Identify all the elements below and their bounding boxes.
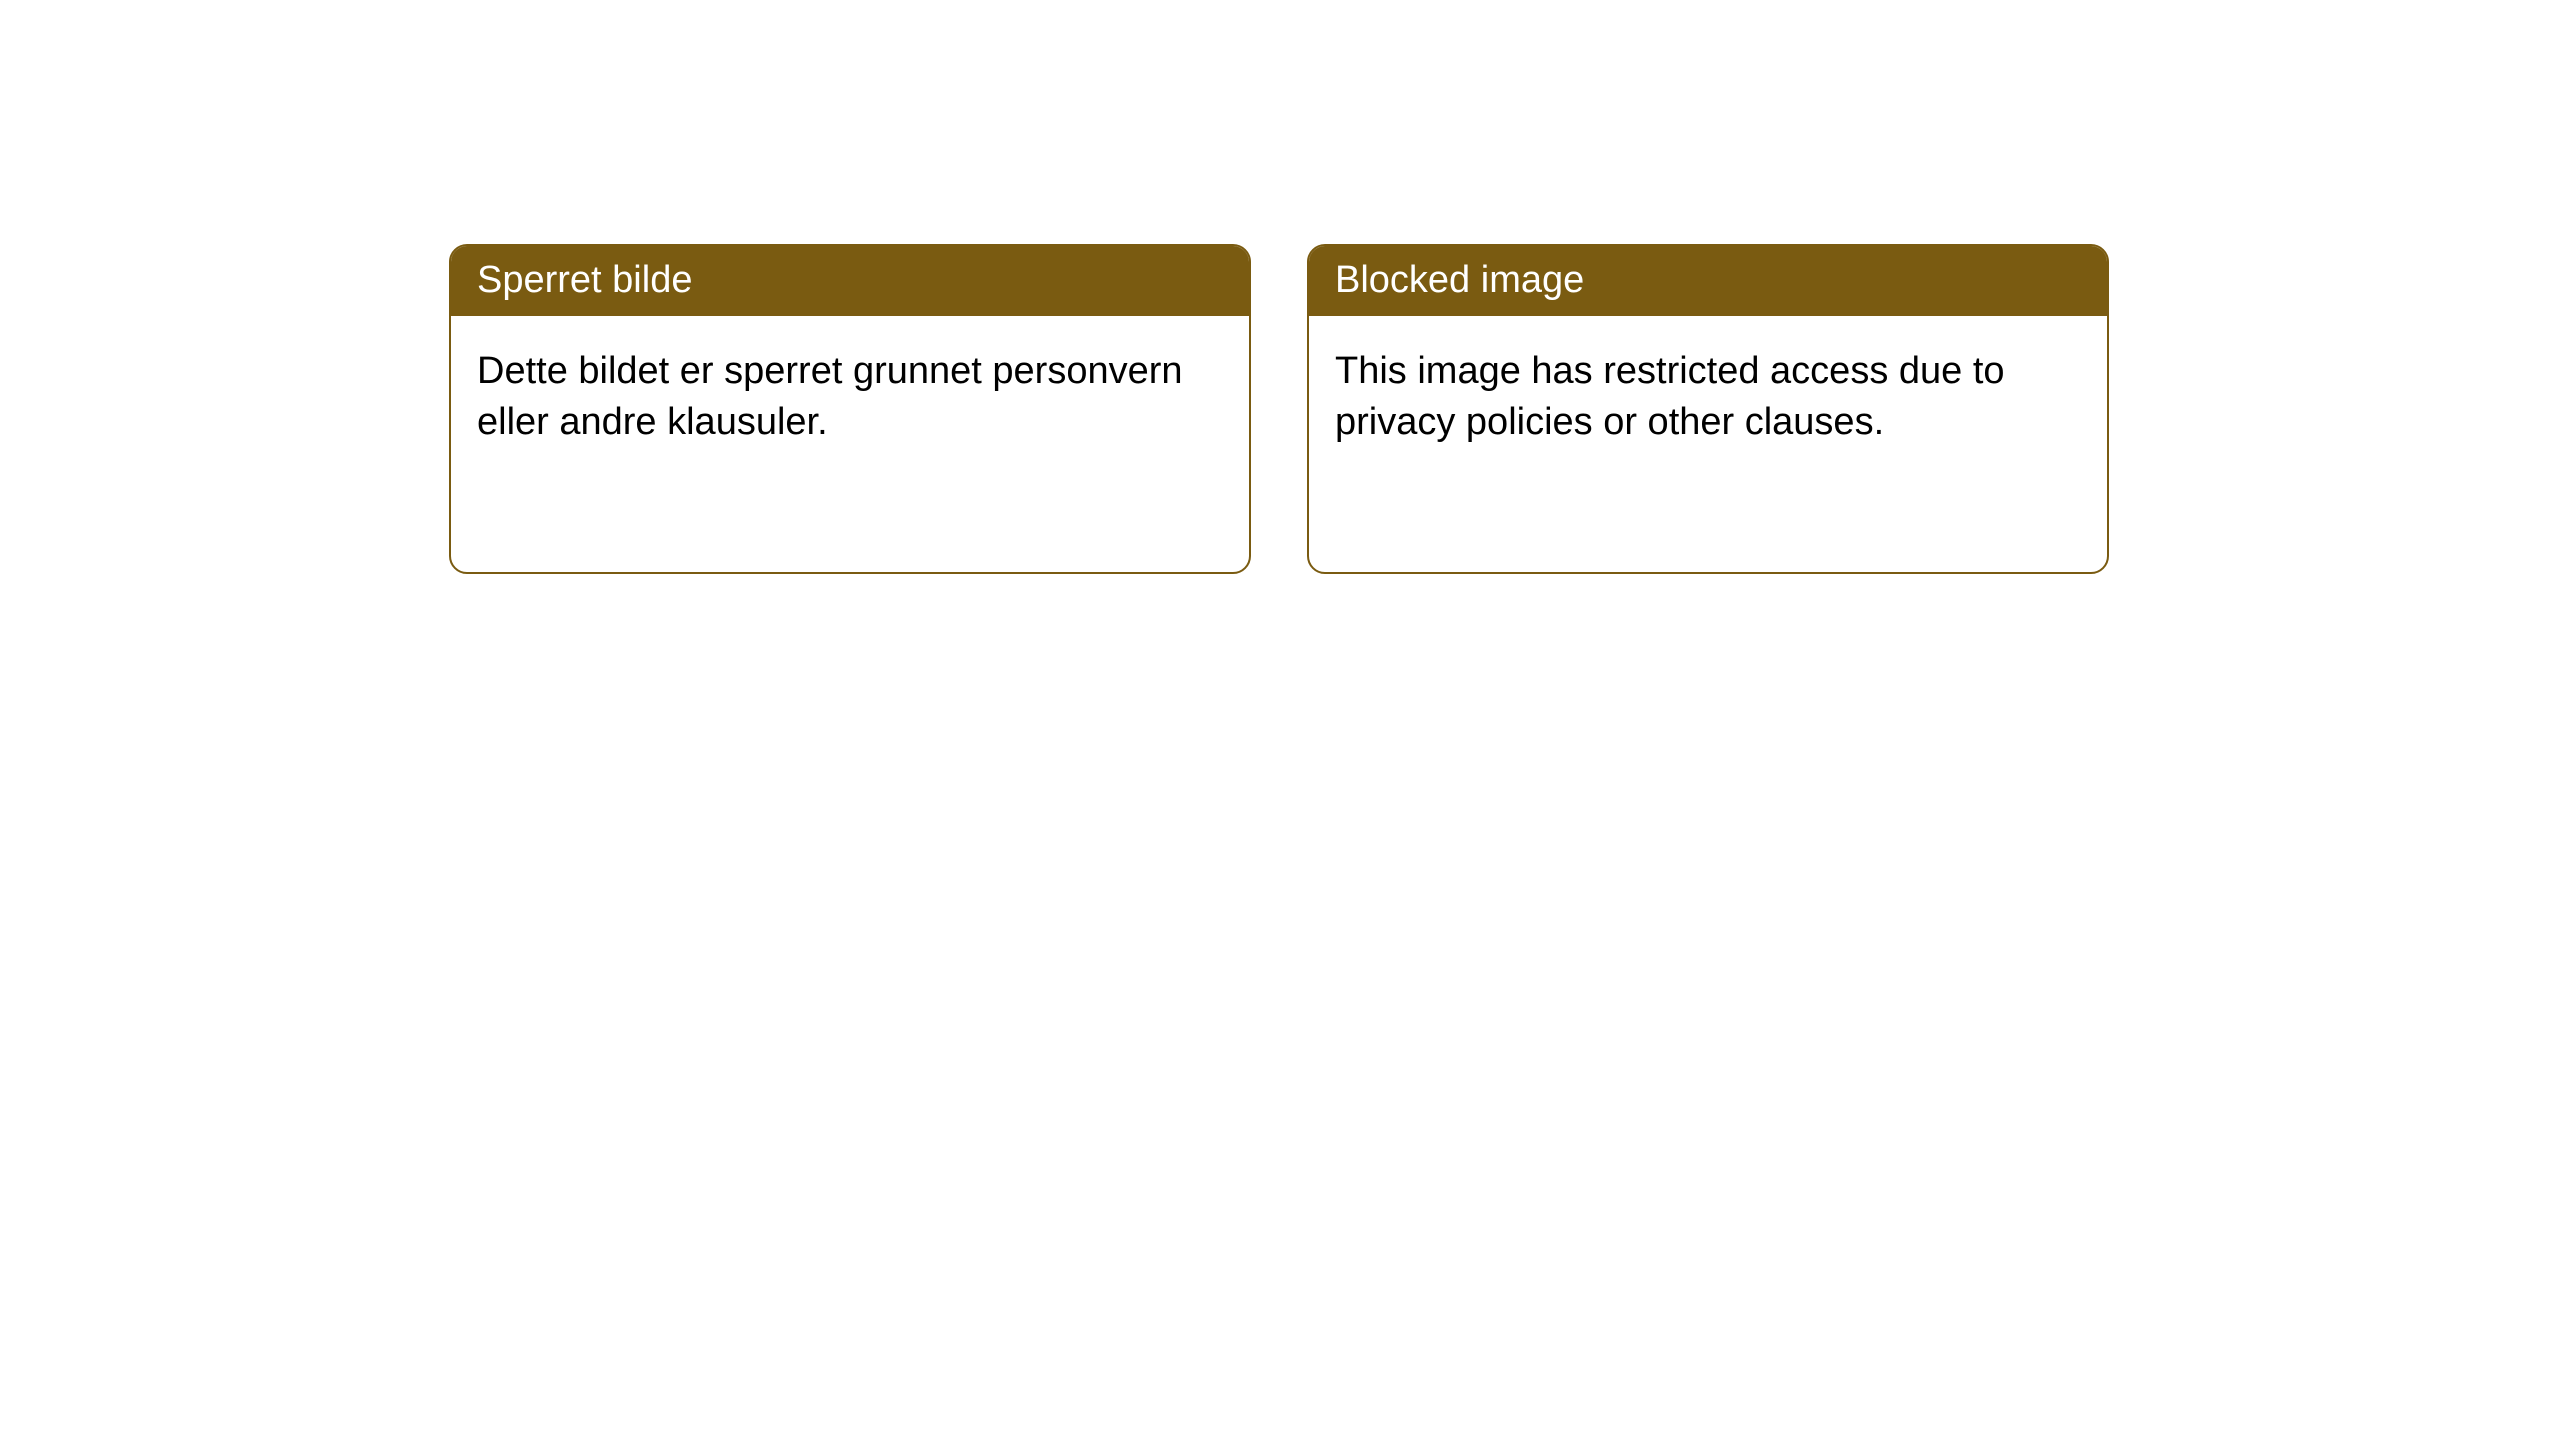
card-title: Blocked image [1335,259,1584,301]
notice-container: Sperret bilde Dette bildet er sperret gr… [0,0,2560,574]
card-body: This image has restricted access due to … [1309,316,2107,479]
card-header: Blocked image [1309,246,2107,316]
card-body-text: Dette bildet er sperret grunnet personve… [477,350,1183,443]
card-header: Sperret bilde [451,246,1249,316]
card-title: Sperret bilde [477,259,692,301]
card-body-text: This image has restricted access due to … [1335,350,2005,443]
notice-card-norwegian: Sperret bilde Dette bildet er sperret gr… [449,244,1251,574]
card-body: Dette bildet er sperret grunnet personve… [451,316,1249,479]
notice-card-english: Blocked image This image has restricted … [1307,244,2109,574]
